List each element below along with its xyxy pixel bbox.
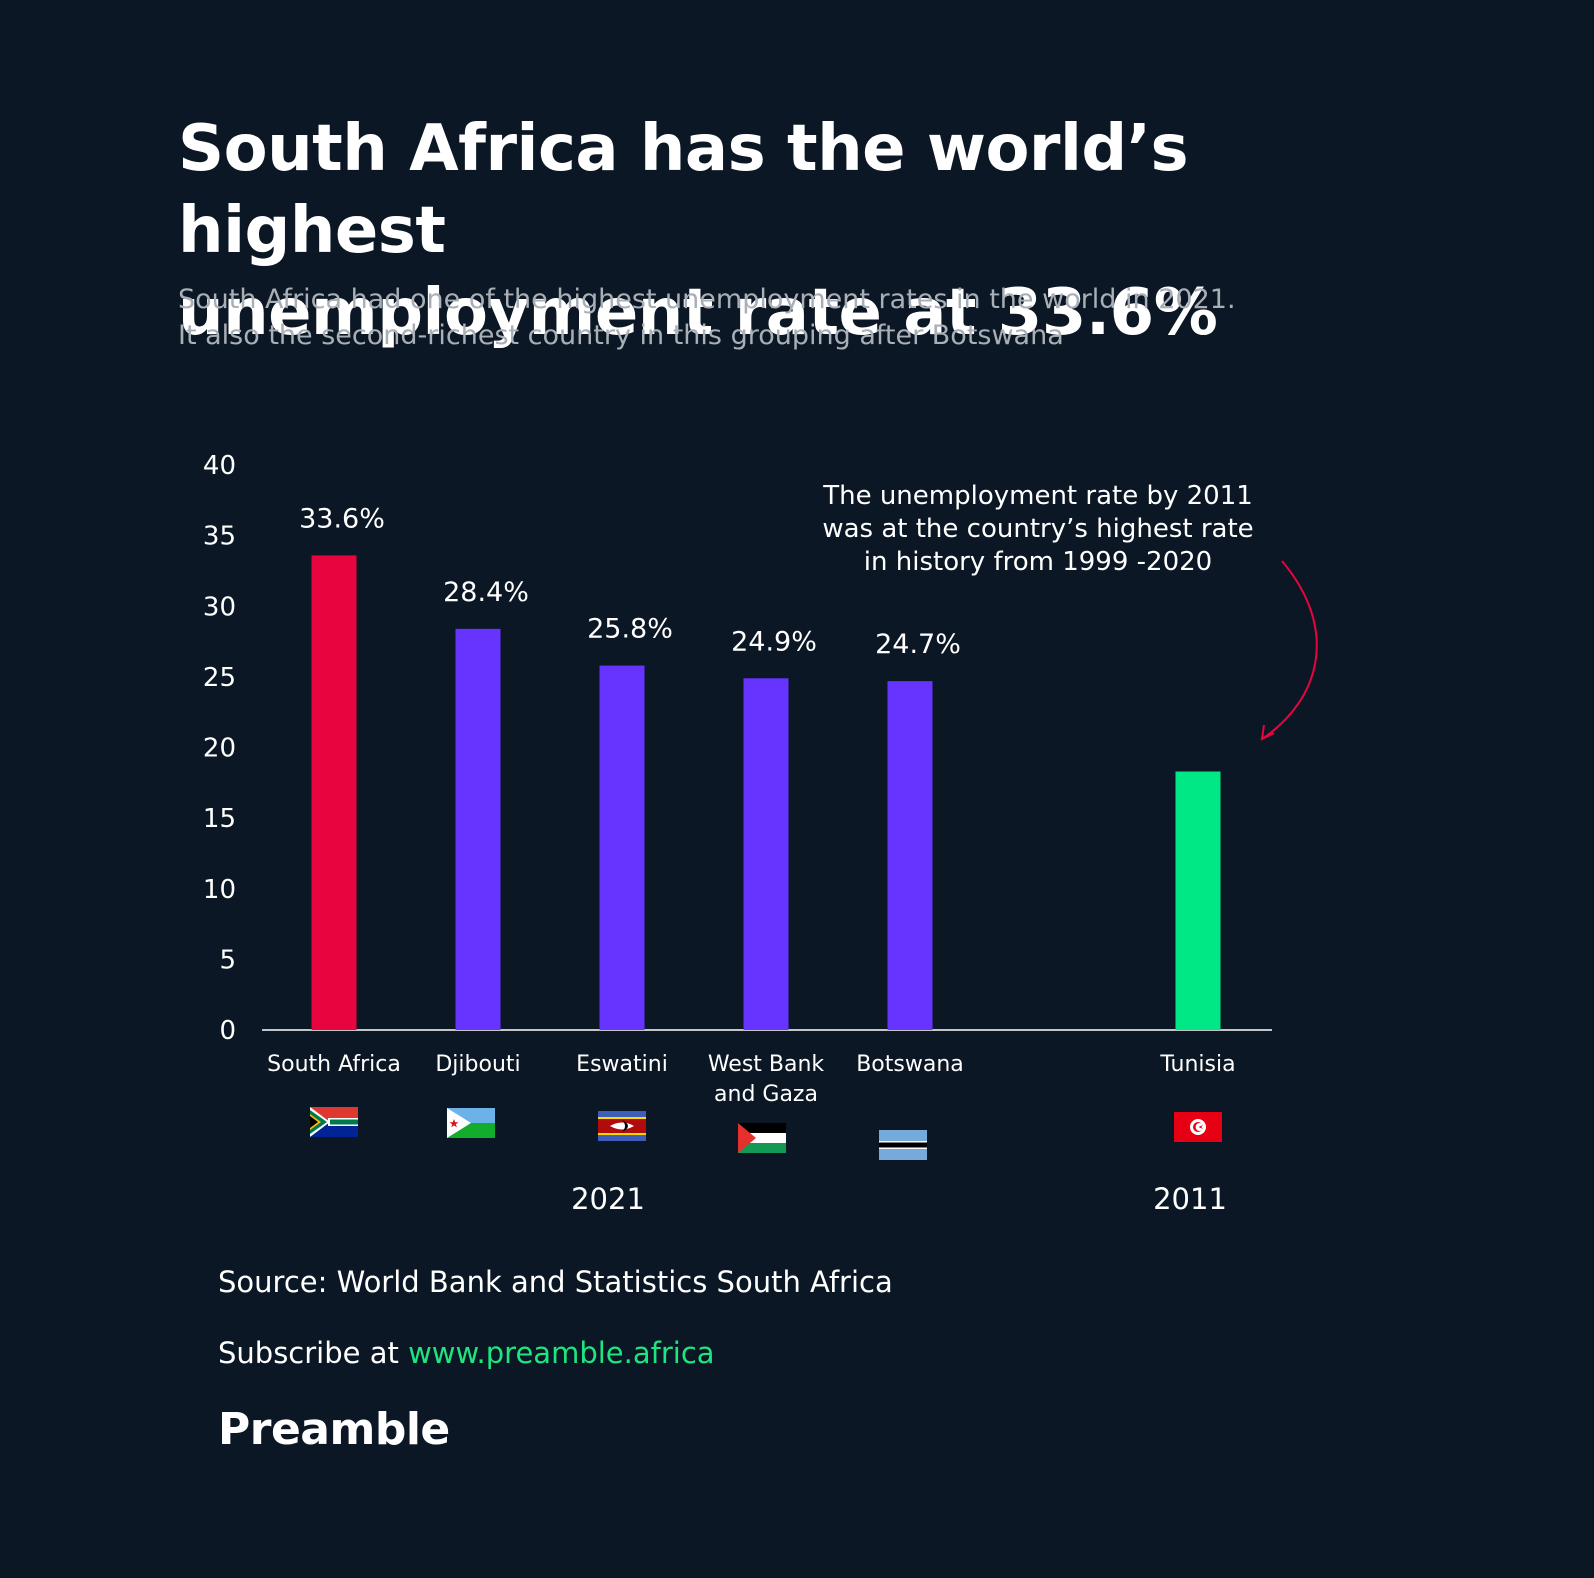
annotation-text: in history from 1999 -2020 (864, 547, 1212, 577)
djibouti-flag (447, 1108, 495, 1138)
category-label: Tunisia (1159, 1052, 1235, 1077)
palestine-flag (738, 1123, 786, 1153)
annotation-arrowhead (1260, 724, 1275, 741)
annotation-text: The unemployment rate by 2011 (822, 481, 1253, 511)
bar-value-label: 24.7% (875, 629, 961, 660)
y-tick-label: 30 (203, 592, 236, 622)
annotation-text: was at the country’s highest rate (822, 514, 1253, 544)
y-tick-label: 15 (203, 804, 236, 834)
subscribe-prefix: Subscribe at (218, 1336, 399, 1370)
chart-title: South Africa has the world’s highest une… (178, 108, 1428, 354)
eswatini-flag (598, 1111, 646, 1141)
bar (743, 678, 789, 1030)
source-note: Source: World Bank and Statistics South … (218, 1265, 893, 1299)
bar (1175, 771, 1221, 1030)
bar-value-label: 24.9% (731, 626, 817, 657)
bar-value-label: 28.4% (443, 577, 529, 608)
tunisia-flag (1174, 1112, 1222, 1142)
y-tick-label: 10 (203, 875, 236, 905)
group-year-label: 2021 (571, 1182, 645, 1216)
y-tick-label: 25 (203, 663, 236, 693)
subtitle-line-2: It also the second-richest country in th… (178, 320, 1064, 351)
subscribe-link[interactable]: www.preamble.africa (408, 1336, 715, 1370)
subscribe-line: Subscribe at www.preamble.africa (218, 1336, 715, 1370)
y-tick-label: 20 (203, 734, 236, 764)
category-label: West Bank (708, 1052, 825, 1077)
category-label: Eswatini (576, 1052, 668, 1077)
category-label: South Africa (267, 1052, 401, 1077)
bar-value-label: 25.8% (587, 614, 673, 645)
bar (887, 681, 933, 1030)
title-line-1: South Africa has the world’s highest (178, 112, 1189, 268)
bar (455, 628, 501, 1030)
title-line-2: unemployment rate at 33.6% (178, 276, 1218, 350)
bar (599, 665, 645, 1030)
y-tick-label: 5 (219, 945, 236, 975)
annotation-arrow (1261, 560, 1318, 740)
subtitle-line-1: South Africa had one of the highest unem… (178, 284, 1236, 315)
category-label: and Gaza (714, 1082, 818, 1107)
south-africa-flag (310, 1107, 358, 1137)
y-tick-label: 40 (203, 451, 236, 481)
botswana-flag (879, 1130, 927, 1160)
y-tick-label: 35 (203, 522, 236, 552)
chart-subtitle: South Africa had one of the highest unem… (178, 282, 1478, 354)
category-label: Djibouti (435, 1052, 520, 1077)
bar (311, 555, 357, 1030)
brand-logo: Preamble (218, 1404, 450, 1455)
category-label: Botswana (856, 1052, 964, 1077)
group-year-label: 2011 (1153, 1182, 1227, 1216)
bar-value-label: 33.6% (299, 503, 385, 534)
y-tick-label: 0 (219, 1016, 236, 1046)
